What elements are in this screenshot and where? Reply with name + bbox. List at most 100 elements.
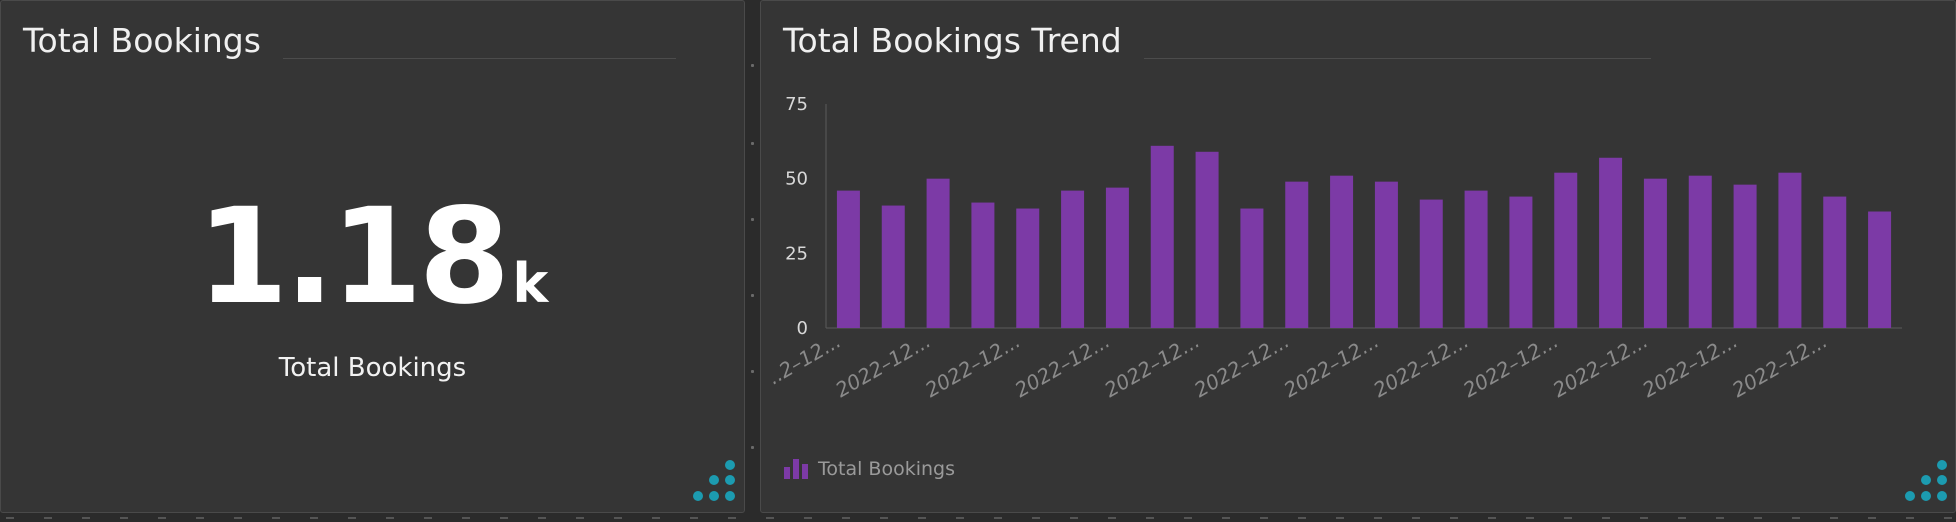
bar <box>1509 196 1533 328</box>
x-tick-label: 2022–12... <box>831 329 934 402</box>
bar <box>1150 145 1174 328</box>
strip-dash <box>1792 517 1800 519</box>
strip-dash <box>1298 517 1306 519</box>
strip-dash <box>1108 517 1116 519</box>
strip-dash <box>82 517 90 519</box>
x-tick-label: 2022–12... <box>1100 329 1203 402</box>
bar <box>1554 172 1578 328</box>
bar <box>971 202 995 328</box>
strip-dash <box>1906 517 1914 519</box>
strip-dash <box>1336 517 1344 519</box>
y-tick-label: 25 <box>785 243 808 264</box>
strip-dash <box>158 517 166 519</box>
strip-dash <box>1526 517 1534 519</box>
strip-dash <box>348 517 356 519</box>
bar <box>1105 187 1129 328</box>
strip-dash <box>1146 517 1154 519</box>
bar <box>881 205 905 328</box>
strip-dash <box>956 517 964 519</box>
x-tick-label: 2022–12... <box>1459 329 1562 402</box>
x-tick-label: 2022–12... <box>1728 329 1831 402</box>
bar <box>1823 196 1847 328</box>
strip-dash <box>1412 517 1420 519</box>
strip-dash <box>1716 517 1724 519</box>
dots-triangle-icon <box>1901 457 1951 507</box>
strip-dash <box>842 517 850 519</box>
strip-dash <box>310 517 318 519</box>
strip-dash <box>614 517 622 519</box>
strip-dash <box>1374 517 1382 519</box>
x-tick-label: 2022–12... <box>921 329 1024 402</box>
strip-dash <box>386 517 394 519</box>
kpi-value: 1.18 k <box>1 191 744 350</box>
strip-dash <box>44 517 52 519</box>
bar <box>836 190 860 328</box>
strip-dash <box>1564 517 1572 519</box>
strip-dash <box>1602 517 1610 519</box>
kpi-tile-title: Total Bookings <box>23 21 261 60</box>
legend-label: Total Bookings <box>818 458 955 480</box>
bar <box>1061 190 1085 328</box>
strip-dash <box>1184 517 1192 519</box>
bar <box>1464 190 1488 328</box>
strip-dash <box>424 517 432 519</box>
bar <box>1599 157 1623 328</box>
bar <box>1195 151 1219 328</box>
strip-dash <box>462 517 470 519</box>
bar <box>1778 172 1802 328</box>
strip-dash <box>1450 517 1458 519</box>
bottom-divider <box>6 517 1952 519</box>
kpi-tile: Total Bookings 1.18 k Total Bookings <box>0 0 745 513</box>
x-tick-label: 2022–12... <box>1369 329 1472 402</box>
strip-dash <box>1754 517 1762 519</box>
strip-dash <box>766 517 774 519</box>
strip-dash <box>1488 517 1496 519</box>
strip-dash <box>576 517 584 519</box>
x-tick-label: 2022–12... <box>1190 329 1293 402</box>
strip-dash <box>1032 517 1040 519</box>
bar-chart-icon <box>784 459 810 479</box>
bar <box>1330 175 1354 328</box>
strip-dash <box>690 517 698 519</box>
strip-dash <box>538 517 546 519</box>
strip-dash <box>1830 517 1838 519</box>
bar <box>1240 208 1264 328</box>
strip-dash <box>272 517 280 519</box>
strip-dash <box>500 517 508 519</box>
strip-dash <box>1868 517 1876 519</box>
strip-dash <box>652 517 660 519</box>
y-tick-label: 0 <box>797 318 808 339</box>
kpi-value-number: 1.18 <box>196 180 511 334</box>
trend-tile: Total Bookings Trend <box>760 0 1956 513</box>
strip-dash <box>728 517 736 519</box>
kpi-value-unit: k <box>512 252 549 315</box>
trend-tile-title: Total Bookings Trend <box>783 21 1122 60</box>
x-tick-label: 2022–12... <box>1280 329 1383 402</box>
tile-splitter[interactable] <box>748 0 760 513</box>
strip-dash <box>804 517 812 519</box>
x-tick-label: 2022–12... <box>1549 329 1652 402</box>
strip-dash <box>6 517 14 519</box>
bar <box>1285 181 1309 328</box>
bar <box>1016 208 1040 328</box>
y-tick-label: 50 <box>785 169 808 190</box>
strip-dash <box>234 517 242 519</box>
strip-dash <box>880 517 888 519</box>
strip-dash <box>196 517 204 519</box>
dots-triangle-icon <box>689 457 739 507</box>
bar <box>1733 184 1757 328</box>
bar <box>926 178 950 328</box>
strip-dash <box>918 517 926 519</box>
strip-dash <box>1678 517 1686 519</box>
bar <box>1643 178 1667 328</box>
chart-legend[interactable]: Total Bookings <box>784 458 955 480</box>
y-tick-label: 75 <box>785 94 808 115</box>
strip-dash <box>1944 517 1952 519</box>
strip-dash <box>994 517 1002 519</box>
bar <box>1419 199 1443 328</box>
bar <box>1868 211 1892 328</box>
strip-dash <box>1260 517 1268 519</box>
kpi-label: Total Bookings <box>278 353 467 383</box>
strip-dash <box>120 517 128 519</box>
